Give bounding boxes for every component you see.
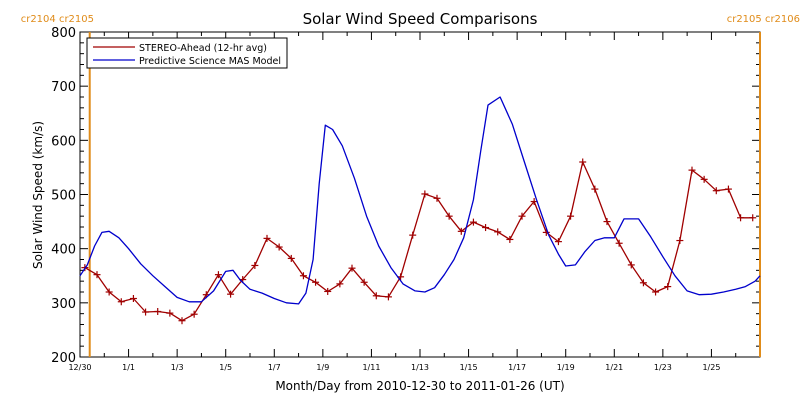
data-point-marker [312, 278, 320, 286]
legend-box [86, 37, 288, 69]
data-point-marker [567, 212, 575, 220]
chart-title: Solar Wind Speed Comparisons [303, 10, 538, 28]
x-tick-label: 12/30 [68, 363, 91, 372]
x-axis: 12/30 1/1 1/3 1/5 1/7 1/9 1/11 1/13 1/15 1/17 1/19… [68, 32, 761, 372]
data-point-marker [494, 228, 502, 236]
data-point-marker [324, 287, 332, 295]
data-point-marker [749, 214, 757, 222]
data-point-marker [117, 298, 125, 306]
x-tick-label: 1/5 [219, 363, 232, 372]
y-tick-label: 400 [51, 243, 76, 258]
data-point-marker [154, 308, 162, 315]
x-tick-label: 1/23 [654, 363, 672, 372]
x-tick-label: 1/13 [411, 363, 429, 372]
data-point-marker [105, 288, 113, 296]
x-tick-label: 1/19 [557, 363, 575, 372]
x-tick-label: 1/15 [460, 363, 478, 372]
data-point-marker [93, 271, 101, 279]
data-point-marker [639, 279, 647, 287]
data-point-marker [518, 212, 526, 220]
y-tick-label: 300 [51, 297, 76, 312]
data-point-marker [299, 272, 307, 280]
data-point-marker [445, 212, 453, 220]
y-axis: 200 300 400 500 600 700 800 [51, 26, 760, 366]
data-point-marker [652, 288, 660, 296]
y-tick-label: 500 [51, 189, 76, 204]
data-point-marker [360, 278, 368, 286]
x-tick-label: 1/9 [316, 363, 329, 372]
data-point-marker [591, 185, 599, 193]
series-line-stereo [84, 161, 753, 322]
data-point-marker [506, 235, 514, 243]
y-axis-label: Solar Wind Speed (km/s) [31, 121, 45, 269]
data-point-marker [530, 198, 538, 206]
data-point-marker [287, 254, 295, 262]
x-tick-label: 1/21 [605, 363, 623, 372]
data-point-marker [227, 290, 235, 298]
x-tick-label: 1/17 [508, 363, 526, 372]
x-tick-label: 1/3 [171, 363, 184, 372]
legend: STEREO-Ahead (12-hr avg) Predictive Scie… [86, 37, 288, 69]
x-tick-label: 1/1 [122, 363, 135, 372]
data-point-marker [263, 234, 271, 242]
x-tick-label: 1/25 [702, 363, 720, 372]
data-point-marker [384, 293, 392, 301]
data-point-marker [688, 166, 696, 174]
data-point-marker [664, 283, 672, 291]
series-layer [79, 96, 761, 325]
data-point-marker [409, 231, 417, 239]
y-tick-label: 600 [51, 134, 76, 149]
data-point-marker [129, 295, 137, 302]
data-point-marker [482, 224, 490, 232]
data-point-marker [724, 185, 732, 193]
x-tick-label: 1/11 [362, 363, 380, 372]
data-point-marker [542, 228, 550, 236]
data-point-marker [627, 261, 635, 269]
series-line-model [79, 96, 761, 305]
data-point-marker [554, 238, 562, 246]
data-point-marker [190, 310, 198, 318]
data-point-marker [603, 218, 611, 226]
legend-label-stereo: STEREO-Ahead (12-hr avg) [139, 43, 267, 54]
data-point-marker [348, 264, 356, 272]
data-point-marker [214, 271, 222, 279]
data-point-marker [166, 309, 174, 317]
data-point-marker [372, 292, 380, 300]
data-point-marker [178, 317, 186, 325]
data-point-marker [712, 187, 720, 195]
data-point-marker [421, 190, 429, 198]
legend-label-model: Predictive Science MAS Model [139, 56, 281, 67]
x-axis-label: Month/Day from 2010-12-30 to 2011-01-26 … [275, 379, 564, 393]
data-point-marker [275, 243, 283, 251]
data-point-marker [469, 218, 477, 226]
data-point-marker [457, 227, 465, 235]
data-point-marker [579, 158, 587, 166]
y-tick-label: 800 [51, 26, 76, 41]
data-point-marker [251, 261, 259, 269]
carrington-label-left: cr2104 cr2105 [21, 14, 94, 25]
carrington-label-right: cr2105 cr2106 [727, 14, 800, 25]
data-point-marker [433, 194, 441, 202]
data-point-marker [676, 237, 684, 245]
data-point-marker [336, 280, 344, 288]
data-point-marker [700, 175, 708, 183]
y-tick-label: 200 [51, 351, 76, 366]
data-point-marker [142, 308, 150, 316]
y-tick-label: 700 [51, 80, 76, 95]
data-point-marker [615, 239, 623, 247]
data-point-marker [737, 214, 745, 222]
plot-frame [79, 31, 761, 358]
x-tick-label: 1/7 [268, 363, 281, 372]
